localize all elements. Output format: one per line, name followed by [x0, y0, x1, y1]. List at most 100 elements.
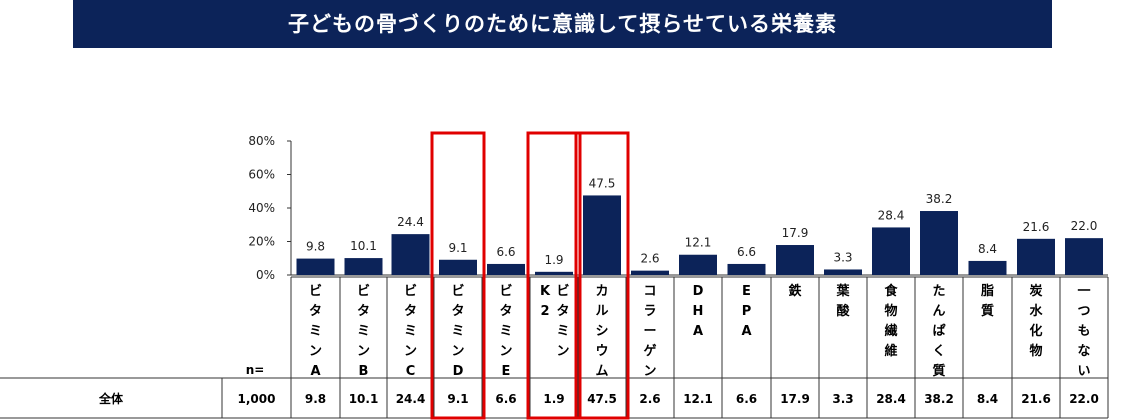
category-label-char: 炭 [1029, 283, 1042, 299]
table-cell: 10.1 [349, 392, 379, 406]
bar-value-label: 2.6 [640, 252, 659, 266]
category-label-char: A [693, 324, 703, 339]
category-label-char: つ [1077, 304, 1090, 319]
table-cell: 9.1 [447, 392, 468, 406]
highlight-box [430, 131, 486, 420]
category-label-char: 物 [884, 303, 897, 319]
bar-一つもない [1065, 238, 1103, 275]
y-tick-label: 0% [256, 268, 275, 282]
category-label-char: D [693, 284, 704, 299]
table-cell: 22.0 [1069, 392, 1099, 406]
category-label-char: シ [595, 324, 608, 339]
bar-value-label: 47.5 [589, 176, 616, 190]
table-cell: 1.9 [543, 392, 564, 406]
category-label-char: ビ [499, 283, 512, 299]
title-bar: 子どもの骨づくりのために意識して摂らせている栄養素 [73, 0, 1052, 48]
table-cell: 28.4 [876, 392, 906, 406]
category-label-char: ム [595, 364, 608, 379]
table-cell: 8.4 [977, 392, 998, 406]
category-label-char: 維 [884, 343, 897, 359]
table-cell: 6.6 [736, 392, 757, 406]
bar-たんぱく質 [920, 211, 958, 275]
bar-DHA [679, 254, 717, 275]
category-label-char: タ [499, 304, 512, 319]
category-label-char: 化 [1029, 323, 1042, 339]
category-label-char: く [932, 344, 945, 359]
bar-鉄 [776, 245, 814, 275]
category-label-char: ン [309, 344, 322, 359]
bar-葉酸 [824, 269, 862, 275]
y-tick-label: 60% [248, 168, 275, 182]
bar-value-label: 38.2 [926, 192, 953, 206]
table-cell: 47.5 [587, 392, 617, 406]
category-label-char: 2 [540, 304, 549, 319]
category-label-char: ン [451, 344, 464, 359]
bar-value-label: 9.1 [448, 241, 467, 255]
highlight-box [574, 131, 630, 420]
category-label-char: P [742, 304, 752, 319]
category-label-char: コ [643, 284, 656, 299]
table-cell: 12.1 [683, 392, 713, 406]
category-label-char: ゲ [643, 343, 656, 359]
category-label-char: ぱ [932, 323, 945, 339]
category-label-char: ミ [357, 324, 370, 339]
category-label-char: D [453, 364, 464, 379]
bar-ビタミンA [296, 258, 335, 275]
category-label-char: ミ [499, 324, 512, 339]
chart-title: 子どもの骨づくりのために意識して摂らせている栄養素 [288, 12, 837, 36]
category-label-char: 質 [932, 363, 945, 379]
table-cell: 17.9 [780, 392, 810, 406]
category-label-char: ン [404, 344, 417, 359]
category-label-char: ミ [309, 324, 322, 339]
category-label-char: ミ [556, 324, 569, 339]
category-label-char: ン [357, 344, 370, 359]
bar-炭水化物 [1017, 238, 1055, 275]
bar-value-label: 3.3 [833, 250, 852, 264]
bar-value-label: 1.9 [544, 253, 563, 267]
category-label-char: C [406, 364, 416, 379]
y-tick-label: 80% [248, 134, 275, 148]
category-label-char: た [932, 284, 945, 299]
bar-value-label: 6.6 [737, 245, 756, 259]
category-label-char: ー [643, 324, 656, 339]
table-cell: 2.6 [639, 392, 660, 406]
category-label-char: ビ [404, 283, 417, 299]
category-label-char: タ [451, 304, 464, 319]
highlight-box [526, 131, 582, 420]
bar-value-label: 8.4 [978, 242, 997, 256]
table-cell: 38.2 [924, 392, 954, 406]
table-cell: 21.6 [1021, 392, 1051, 406]
category-label-char: 葉 [835, 283, 850, 299]
category-label-char: タ [357, 304, 370, 319]
bar-value-label: 21.6 [1023, 220, 1050, 234]
category-label-char: 一 [1077, 284, 1090, 299]
category-label-char: ビ [357, 283, 370, 299]
table-row-label: 全体 [98, 391, 124, 406]
category-label-char: 物 [1029, 343, 1042, 359]
bar-ビタミンK2 [535, 271, 573, 275]
category-label-char: E [502, 364, 511, 379]
category-label-char: ビ [556, 283, 569, 299]
bar-value-label: 10.1 [350, 239, 377, 253]
y-tick-label: 40% [248, 201, 275, 215]
y-tick-label: 20% [248, 235, 275, 249]
category-label-char: ウ [595, 344, 608, 359]
category-label-char: タ [556, 304, 569, 319]
bar-ビタミンD [439, 259, 477, 275]
table-cell: 24.4 [396, 392, 426, 406]
bar-EPA [727, 263, 766, 275]
category-label-char: タ [309, 304, 322, 319]
category-label-char: B [359, 364, 369, 379]
category-label-char: 水 [1029, 303, 1043, 319]
category-label-char: ン [499, 344, 512, 359]
bar-脂質 [968, 260, 1007, 275]
table-cell: 9.8 [305, 392, 326, 406]
category-label-char: な [1077, 344, 1090, 359]
category-label-char: ン [643, 364, 656, 379]
bar-value-label: 17.9 [782, 226, 809, 240]
category-label-char: 鉄 [788, 283, 801, 299]
bar-ビタミンE [487, 263, 525, 275]
category-label-char: H [693, 304, 704, 319]
category-label-char: 繊 [884, 323, 897, 339]
